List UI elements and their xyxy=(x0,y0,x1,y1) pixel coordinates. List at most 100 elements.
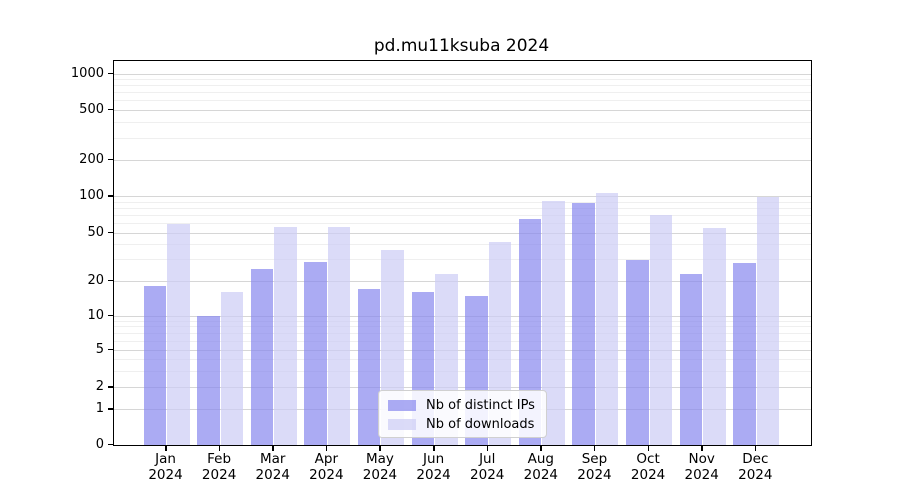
y-tick-label: 200 xyxy=(79,151,104,167)
y-tick-label: 0 xyxy=(95,436,104,452)
minor-gridline xyxy=(114,137,811,139)
x-tick-label-jun: Jun 2024 xyxy=(416,451,451,483)
minor-gridline xyxy=(114,370,811,372)
y-tick-label: 10 xyxy=(87,307,104,323)
y-tick-label: 50 xyxy=(87,224,104,240)
bar-apr-2024-s0 xyxy=(304,261,327,445)
minor-gridline xyxy=(114,79,811,81)
y-tick-mark xyxy=(108,195,113,197)
minor-gridline xyxy=(114,85,811,87)
x-tick-label-dec: Dec 2024 xyxy=(738,451,773,483)
minor-gridline xyxy=(114,201,811,203)
minor-gridline xyxy=(114,244,811,246)
minor-gridline xyxy=(114,326,811,328)
y-tick-label: 1000 xyxy=(70,65,104,81)
x-tick-mark xyxy=(325,445,328,451)
y-tick-label: 100 xyxy=(79,188,104,204)
bar-aug-2024-s0 xyxy=(518,219,542,445)
y-tick-label: 500 xyxy=(79,101,104,117)
minor-gridline xyxy=(114,358,811,360)
minor-gridline xyxy=(114,333,811,334)
chart-title: pd.mu11ksuba 2024 xyxy=(373,36,550,56)
major-gridline xyxy=(114,232,811,234)
x-tick-label-may: May 2024 xyxy=(362,451,398,483)
x-tick-label-nov: Nov 2024 xyxy=(684,451,719,483)
x-tick-mark xyxy=(379,445,381,451)
bar-dec-2024-s0 xyxy=(733,263,756,445)
major-gridline xyxy=(114,349,811,351)
x-tick-label-feb: Feb 2024 xyxy=(201,451,237,483)
legend-label: Nb of downloads xyxy=(426,417,535,432)
x-tick-label-aug: Aug 2024 xyxy=(523,451,558,483)
x-tick-label-oct: Oct 2024 xyxy=(630,451,666,483)
x-tick-mark xyxy=(647,445,650,451)
major-gridline xyxy=(114,159,811,161)
bar-apr-2024-s1 xyxy=(327,227,351,445)
legend-item-distinct-ips: Nb of distinct IPs xyxy=(388,396,537,415)
y-tick-mark xyxy=(108,443,113,445)
minor-gridline xyxy=(114,259,811,261)
bar-nov-2024-s0 xyxy=(679,273,703,445)
legend-swatch xyxy=(388,419,416,430)
y-tick-mark xyxy=(108,108,113,111)
y-tick-mark xyxy=(108,408,113,410)
legend-item-downloads: Nb of downloads xyxy=(388,415,537,434)
major-gridline xyxy=(114,109,811,111)
bar-nov-2024-s1 xyxy=(703,228,726,445)
x-tick-mark xyxy=(701,445,703,451)
bar-feb-2024-s1 xyxy=(220,292,244,445)
minor-gridline xyxy=(114,207,811,209)
major-gridline xyxy=(114,73,811,75)
x-tick-label-apr: Apr 2024 xyxy=(309,451,344,483)
x-tick-mark xyxy=(272,445,274,451)
x-tick-label-jan: Jan 2024 xyxy=(148,451,183,483)
bar-sep-2024-s0 xyxy=(572,203,595,445)
bar-feb-2024-s0 xyxy=(197,316,220,445)
minor-gridline xyxy=(114,121,811,123)
y-tick-label: 1 xyxy=(95,401,104,417)
bar-aug-2024-s1 xyxy=(542,201,565,445)
bar-mar-2024-s1 xyxy=(274,227,297,445)
bar-oct-2024-s0 xyxy=(626,259,649,445)
x-tick-mark xyxy=(593,445,596,451)
major-gridline xyxy=(114,387,811,389)
major-gridline xyxy=(114,280,811,282)
minor-gridline xyxy=(114,100,811,102)
minor-gridline xyxy=(114,340,811,342)
x-tick-label-jul: Jul 2024 xyxy=(470,451,505,483)
bar-jan-2024-s1 xyxy=(167,223,190,445)
y-tick-mark xyxy=(108,386,113,388)
bar-dec-2024-s1 xyxy=(756,196,780,445)
legend: Nb of distinct IPs Nb of downloads xyxy=(378,390,547,438)
x-tick-mark xyxy=(218,445,221,451)
major-gridline xyxy=(114,315,811,317)
x-tick-mark xyxy=(165,445,167,451)
x-tick-label-mar: Mar 2024 xyxy=(255,451,290,483)
legend-swatch xyxy=(388,400,416,411)
bar-oct-2024-s1 xyxy=(649,214,673,445)
y-tick-mark xyxy=(108,279,113,281)
y-tick-label: 5 xyxy=(95,341,104,357)
y-tick-label: 2 xyxy=(95,379,104,395)
x-tick-label-sep: Sep 2024 xyxy=(577,451,612,483)
plot-area xyxy=(113,60,812,446)
y-tick-mark xyxy=(108,72,113,75)
y-tick-mark xyxy=(108,348,113,350)
y-tick-mark xyxy=(108,314,113,316)
y-tick-mark xyxy=(108,158,113,161)
x-tick-mark xyxy=(486,445,489,451)
minor-gridline xyxy=(114,215,811,217)
major-gridline xyxy=(114,196,811,198)
minor-gridline xyxy=(114,92,811,94)
x-tick-mark xyxy=(754,445,757,451)
minor-gridline xyxy=(114,320,811,322)
bar-jan-2024-s0 xyxy=(143,286,166,445)
x-tick-mark xyxy=(540,445,542,451)
minor-gridline xyxy=(114,223,811,225)
bar-sep-2024-s1 xyxy=(595,192,619,445)
x-tick-mark xyxy=(433,445,435,451)
legend-label: Nb of distinct IPs xyxy=(426,398,535,413)
y-tick-mark xyxy=(108,231,113,234)
bar-mar-2024-s0 xyxy=(250,269,274,445)
